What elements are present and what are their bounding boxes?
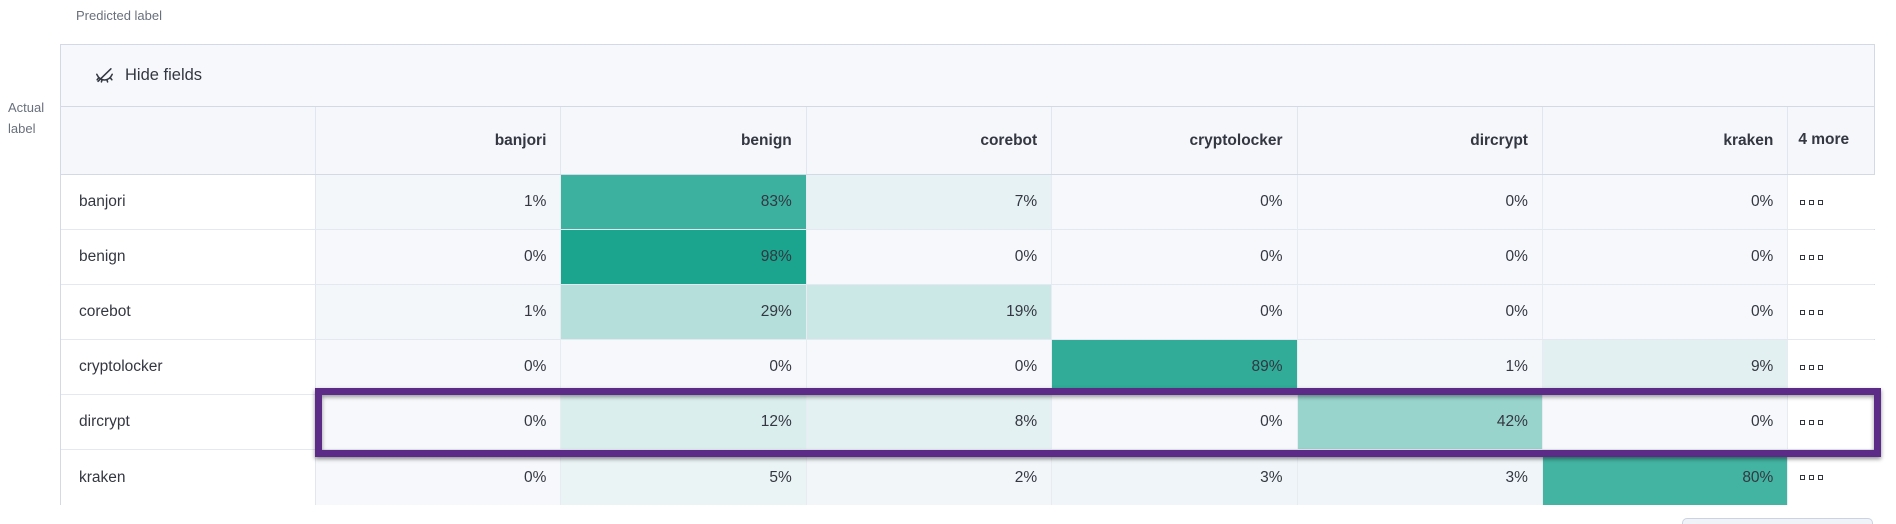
matrix-cell-benign-kraken[interactable]: 0% [1542, 230, 1789, 284]
actual-label-axis-title: Actual label [8, 100, 45, 136]
matrix-cell-cryptolocker-banjori[interactable]: 0% [316, 340, 562, 394]
more-actions-cell [1788, 175, 1875, 229]
boxes-horizontal-icon[interactable] [1798, 196, 1825, 209]
matrix-cell-benign-corebot[interactable]: 0% [806, 230, 1053, 284]
matrix-cell-cryptolocker-cryptolocker[interactable]: 89% [1052, 340, 1298, 394]
matrix-cell-banjori-cryptolocker[interactable]: 0% [1052, 175, 1298, 229]
matrix-body: banjori 1% 83% 7% 0% 0% 0% benign 0% 98% 0% 0% 0% 0% c… [61, 175, 1875, 505]
header-spacer-cell [61, 107, 316, 174]
matrix-cell-benign-cryptolocker[interactable]: 0% [1052, 230, 1298, 284]
matrix-cell-corebot-cryptolocker[interactable]: 0% [1052, 285, 1298, 339]
matrix-cell-banjori-kraken[interactable]: 0% [1542, 175, 1789, 229]
boxes-horizontal-icon[interactable] [1798, 471, 1825, 484]
row-label-banjori[interactable]: banjori [61, 175, 316, 229]
matrix-cell-dircrypt-banjori[interactable]: 0% [316, 395, 562, 449]
matrix-cell-cryptolocker-dircrypt[interactable]: 1% [1297, 340, 1543, 394]
matrix-cell-corebot-banjori[interactable]: 1% [316, 285, 562, 339]
matrix-cell-kraken-benign[interactable]: 5% [561, 450, 807, 505]
row-label-corebot[interactable]: corebot [61, 285, 316, 339]
more-actions-cell [1788, 450, 1875, 505]
column-header-cryptolocker[interactable]: cryptolocker [1052, 107, 1298, 174]
column-header-more[interactable]: 4 more [1798, 131, 1850, 149]
matrix-cell-banjori-benign[interactable]: 83% [561, 175, 807, 229]
more-actions-cell [1788, 340, 1875, 394]
table-row-cryptolocker: cryptolocker 0% 0% 0% 89% 1% 9% [61, 340, 1875, 395]
matrix-cell-dircrypt-cryptolocker[interactable]: 0% [1052, 395, 1298, 449]
boxes-horizontal-icon[interactable] [1798, 361, 1825, 374]
confusion-matrix-table: Hide fields banjori benign corebot cryptolo… [60, 44, 1875, 505]
boxes-horizontal-icon[interactable] [1798, 416, 1825, 429]
pagination-control-partial[interactable] [1682, 518, 1873, 524]
table-row-dircrypt: dircrypt 0% 12% 8% 0% 42% 0% [61, 395, 1875, 450]
table-row-kraken: kraken 0% 5% 2% 3% 3% 80% [61, 450, 1875, 505]
matrix-cell-dircrypt-dircrypt[interactable]: 42% [1297, 395, 1543, 449]
matrix-cell-cryptolocker-kraken[interactable]: 9% [1542, 340, 1789, 394]
column-header-banjori[interactable]: banjori [316, 107, 562, 174]
boxes-horizontal-icon[interactable] [1798, 306, 1825, 319]
matrix-cell-banjori-banjori[interactable]: 1% [316, 175, 562, 229]
column-header-benign[interactable]: benign [561, 107, 807, 174]
boxes-horizontal-icon[interactable] [1798, 251, 1825, 264]
grid-toolbar: Hide fields [61, 45, 1874, 107]
row-label-cryptolocker[interactable]: cryptolocker [61, 340, 316, 394]
matrix-cell-banjori-corebot[interactable]: 7% [806, 175, 1053, 229]
matrix-cell-dircrypt-corebot[interactable]: 8% [806, 395, 1053, 449]
hide-fields-label: Hide fields [125, 66, 203, 84]
matrix-cell-cryptolocker-corebot[interactable]: 0% [806, 340, 1053, 394]
matrix-cell-kraken-kraken[interactable]: 80% [1542, 450, 1789, 505]
matrix-cell-banjori-dircrypt[interactable]: 0% [1297, 175, 1543, 229]
matrix-header-row: banjori benign corebot cryptolocker dircrypt… [61, 107, 1874, 175]
eye-closed-icon [95, 66, 114, 85]
column-header-corebot[interactable]: corebot [807, 107, 1053, 174]
matrix-cell-kraken-banjori[interactable]: 0% [316, 450, 562, 505]
more-actions-cell [1788, 285, 1875, 339]
table-row-benign: benign 0% 98% 0% 0% 0% 0% [61, 230, 1875, 285]
matrix-cell-benign-benign[interactable]: 98% [561, 230, 807, 284]
matrix-cell-kraken-corebot[interactable]: 2% [806, 450, 1053, 505]
column-header-dircrypt[interactable]: dircrypt [1298, 107, 1543, 174]
predicted-label-axis-title: Predicted label [76, 8, 162, 23]
matrix-cell-benign-dircrypt[interactable]: 0% [1297, 230, 1543, 284]
matrix-cell-corebot-dircrypt[interactable]: 0% [1297, 285, 1543, 339]
more-actions-cell [1788, 395, 1875, 449]
more-actions-cell [1788, 230, 1875, 284]
hide-fields-button[interactable]: Hide fields [83, 60, 214, 91]
matrix-cell-cryptolocker-benign[interactable]: 0% [561, 340, 807, 394]
matrix-cell-dircrypt-benign[interactable]: 12% [561, 395, 807, 449]
column-header-kraken[interactable]: kraken [1543, 107, 1789, 174]
matrix-cell-benign-banjori[interactable]: 0% [316, 230, 562, 284]
row-label-dircrypt[interactable]: dircrypt [61, 395, 316, 449]
table-row-corebot: corebot 1% 29% 19% 0% 0% 0% [61, 285, 1875, 340]
matrix-cell-kraken-dircrypt[interactable]: 3% [1297, 450, 1543, 505]
row-label-kraken[interactable]: kraken [61, 450, 316, 505]
matrix-cell-corebot-benign[interactable]: 29% [561, 285, 807, 339]
matrix-cell-corebot-corebot[interactable]: 19% [806, 285, 1053, 339]
matrix-cell-dircrypt-kraken[interactable]: 0% [1542, 395, 1789, 449]
row-label-benign[interactable]: benign [61, 230, 316, 284]
matrix-cell-corebot-kraken[interactable]: 0% [1542, 285, 1789, 339]
table-row-banjori: banjori 1% 83% 7% 0% 0% 0% [61, 175, 1875, 230]
matrix-cell-kraken-cryptolocker[interactable]: 3% [1052, 450, 1298, 505]
